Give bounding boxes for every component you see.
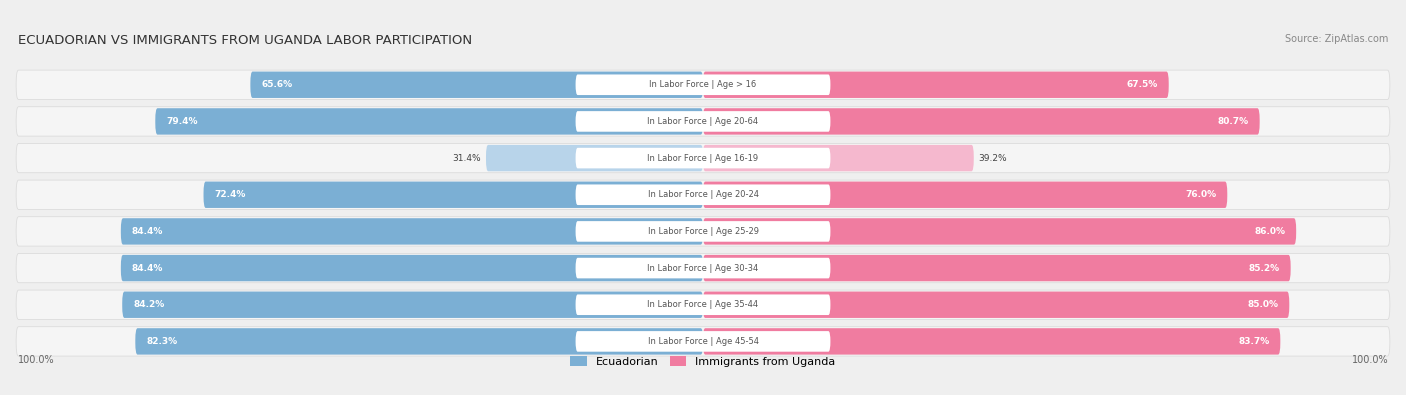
- FancyBboxPatch shape: [703, 292, 1289, 318]
- FancyBboxPatch shape: [575, 221, 831, 242]
- Text: Source: ZipAtlas.com: Source: ZipAtlas.com: [1285, 34, 1389, 44]
- Text: In Labor Force | Age 20-24: In Labor Force | Age 20-24: [648, 190, 758, 199]
- FancyBboxPatch shape: [204, 182, 703, 208]
- Text: 100.0%: 100.0%: [1353, 356, 1389, 365]
- FancyBboxPatch shape: [15, 290, 1391, 320]
- FancyBboxPatch shape: [155, 108, 703, 135]
- Text: In Labor Force | Age 20-64: In Labor Force | Age 20-64: [647, 117, 759, 126]
- FancyBboxPatch shape: [575, 148, 831, 168]
- FancyBboxPatch shape: [703, 71, 1168, 98]
- Text: In Labor Force | Age 35-44: In Labor Force | Age 35-44: [647, 300, 759, 309]
- FancyBboxPatch shape: [122, 292, 703, 318]
- FancyBboxPatch shape: [15, 107, 1391, 136]
- Text: 83.7%: 83.7%: [1239, 337, 1270, 346]
- Text: 76.0%: 76.0%: [1185, 190, 1216, 199]
- FancyBboxPatch shape: [121, 255, 703, 281]
- FancyBboxPatch shape: [15, 254, 1391, 283]
- FancyBboxPatch shape: [703, 108, 1260, 135]
- FancyBboxPatch shape: [575, 331, 831, 352]
- FancyBboxPatch shape: [703, 145, 974, 171]
- FancyBboxPatch shape: [15, 70, 1391, 100]
- FancyBboxPatch shape: [575, 294, 831, 315]
- FancyBboxPatch shape: [703, 182, 1227, 208]
- FancyBboxPatch shape: [15, 180, 1391, 209]
- FancyBboxPatch shape: [135, 328, 703, 355]
- Text: 82.3%: 82.3%: [146, 337, 177, 346]
- Text: In Labor Force | Age 30-34: In Labor Force | Age 30-34: [647, 263, 759, 273]
- FancyBboxPatch shape: [121, 218, 703, 245]
- Text: 79.4%: 79.4%: [166, 117, 198, 126]
- FancyBboxPatch shape: [15, 143, 1391, 173]
- Text: 80.7%: 80.7%: [1218, 117, 1249, 126]
- Text: In Labor Force | Age 45-54: In Labor Force | Age 45-54: [648, 337, 758, 346]
- Text: In Labor Force | Age 16-19: In Labor Force | Age 16-19: [647, 154, 759, 163]
- Text: 84.4%: 84.4%: [132, 263, 163, 273]
- FancyBboxPatch shape: [575, 258, 831, 278]
- Text: 86.0%: 86.0%: [1254, 227, 1285, 236]
- Text: 100.0%: 100.0%: [17, 356, 53, 365]
- FancyBboxPatch shape: [703, 328, 1281, 355]
- Text: 84.2%: 84.2%: [134, 300, 165, 309]
- FancyBboxPatch shape: [575, 111, 831, 132]
- FancyBboxPatch shape: [703, 218, 1296, 245]
- Text: ECUADORIAN VS IMMIGRANTS FROM UGANDA LABOR PARTICIPATION: ECUADORIAN VS IMMIGRANTS FROM UGANDA LAB…: [17, 34, 471, 47]
- Text: 72.4%: 72.4%: [215, 190, 246, 199]
- FancyBboxPatch shape: [15, 327, 1391, 356]
- FancyBboxPatch shape: [15, 217, 1391, 246]
- Text: 65.6%: 65.6%: [262, 80, 292, 89]
- FancyBboxPatch shape: [575, 75, 831, 95]
- FancyBboxPatch shape: [575, 184, 831, 205]
- Text: 85.0%: 85.0%: [1247, 300, 1278, 309]
- Text: 85.2%: 85.2%: [1249, 263, 1279, 273]
- FancyBboxPatch shape: [486, 145, 703, 171]
- Text: 84.4%: 84.4%: [132, 227, 163, 236]
- FancyBboxPatch shape: [703, 255, 1291, 281]
- Text: 31.4%: 31.4%: [453, 154, 481, 163]
- FancyBboxPatch shape: [250, 71, 703, 98]
- Text: 39.2%: 39.2%: [979, 154, 1007, 163]
- Legend: Ecuadorian, Immigrants from Uganda: Ecuadorian, Immigrants from Uganda: [567, 352, 839, 371]
- Text: In Labor Force | Age 25-29: In Labor Force | Age 25-29: [648, 227, 758, 236]
- Text: In Labor Force | Age > 16: In Labor Force | Age > 16: [650, 80, 756, 89]
- Text: 67.5%: 67.5%: [1126, 80, 1157, 89]
